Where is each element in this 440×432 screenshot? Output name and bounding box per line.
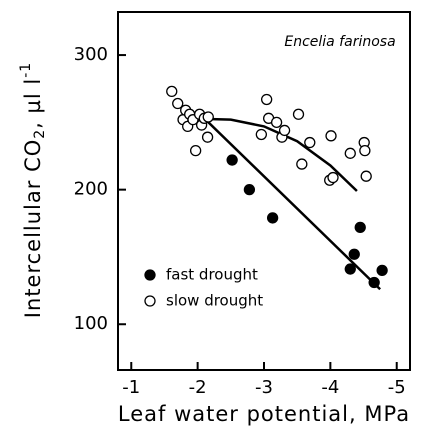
point — [255, 128, 267, 141]
x-axis-label: Leaf water potential, MPa — [118, 402, 410, 426]
point — [376, 264, 388, 277]
point — [325, 130, 337, 142]
point — [270, 116, 283, 129]
x-tick-label: -2 — [189, 377, 207, 398]
point — [226, 154, 238, 166]
point — [348, 248, 360, 260]
point — [368, 276, 380, 289]
point — [296, 158, 308, 170]
point — [359, 144, 371, 157]
y-axis-label: Intercellular CO2, µl l-1 — [18, 62, 48, 318]
point — [201, 131, 214, 143]
point — [327, 171, 339, 184]
y-label-sup: -1 — [18, 62, 34, 78]
point — [292, 108, 305, 120]
plot-frame — [117, 11, 411, 371]
fit-line — [203, 117, 382, 291]
y-label-sub: 2 — [32, 129, 48, 139]
legend-label: fast drought — [166, 266, 258, 284]
annotation: Encelia farinosa — [284, 34, 395, 50]
legend-marker — [144, 269, 156, 281]
point — [304, 136, 316, 149]
point — [278, 124, 291, 137]
point — [344, 263, 356, 275]
point — [344, 147, 356, 159]
y-tick-label: 100 — [74, 313, 108, 334]
point — [166, 85, 178, 98]
x-tick-label: -5 — [388, 377, 406, 398]
x-tick-label: -3 — [255, 377, 273, 398]
y-label-text2: , µl l — [21, 78, 45, 129]
point — [243, 184, 256, 196]
point — [360, 170, 372, 182]
point — [189, 144, 202, 157]
point — [354, 221, 366, 233]
y-tick-label: 300 — [74, 44, 108, 65]
legend-marker — [144, 295, 156, 307]
x-tick-label: -4 — [321, 377, 339, 398]
y-label-text: Intercellular CO — [21, 139, 45, 318]
x-tick-label: -1 — [122, 377, 140, 398]
point — [261, 93, 273, 106]
point — [266, 212, 279, 224]
legend-label: slow drought — [166, 292, 263, 310]
point — [202, 111, 214, 123]
point — [172, 97, 184, 110]
y-tick-label: 200 — [74, 179, 108, 200]
